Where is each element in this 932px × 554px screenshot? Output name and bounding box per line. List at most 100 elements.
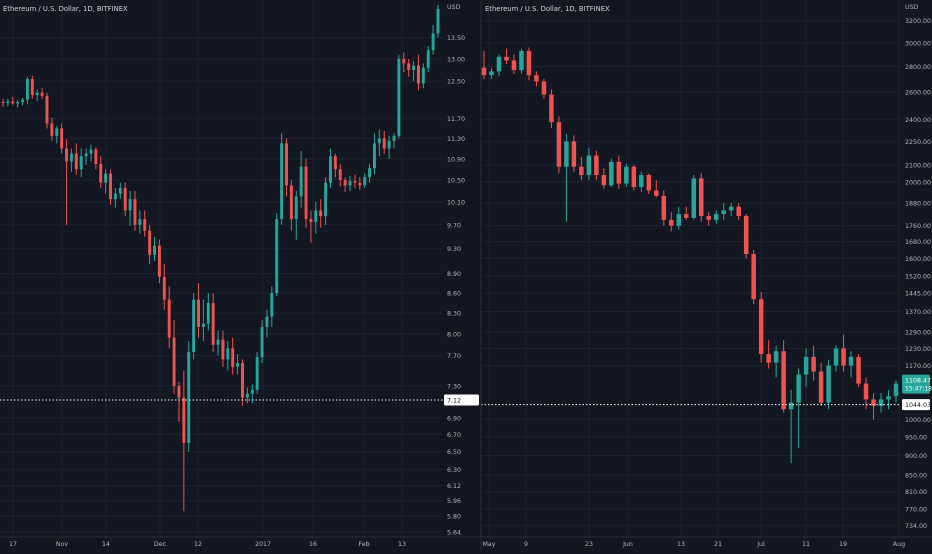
y-tick-label: 1170.00	[905, 363, 931, 370]
candle-body	[609, 161, 614, 186]
candle-body	[416, 65, 420, 84]
candle-body	[123, 188, 127, 211]
chart-title: Ethereum / U.S. Dollar, 1D, BITFINEX	[3, 5, 128, 13]
y-tick-label: 12.50	[447, 79, 465, 86]
candle-body	[571, 141, 577, 167]
candle-body	[436, 8, 440, 34]
candle-body	[343, 179, 347, 186]
candle-body	[353, 181, 357, 183]
candle-body	[294, 196, 298, 220]
y-tick-label: 10.50	[447, 177, 465, 184]
candle-body	[363, 177, 367, 186]
y-tick-label: 6.12	[447, 483, 461, 490]
y-tick-label: 3200.00	[905, 18, 931, 25]
countdown-label: 15:47:18	[905, 386, 932, 393]
y-tick-label: 2100.00	[905, 163, 931, 170]
y-tick-label: 2400.00	[905, 117, 931, 124]
candle-body	[676, 214, 682, 226]
y-tick-label: 2600.00	[905, 89, 931, 96]
candle-body	[841, 348, 846, 366]
candle-body	[549, 94, 554, 123]
candle-body	[781, 351, 786, 410]
y-tick-label: 11.30	[447, 136, 465, 143]
candle-body	[324, 182, 328, 217]
x-tick-label: 23	[585, 541, 593, 548]
y-tick-label: 810.00	[905, 489, 927, 496]
candle-body	[187, 351, 191, 443]
y-tick-label: 1520.00	[905, 273, 931, 280]
y-tick-label: 950.00	[905, 434, 927, 441]
candle-body	[128, 199, 132, 211]
candle-body	[397, 58, 401, 136]
candle-body	[684, 214, 689, 218]
candle-body	[304, 166, 308, 220]
candle-body	[201, 323, 205, 327]
candle-body	[646, 175, 652, 191]
x-tick-label: 12	[194, 541, 202, 548]
price-line-tag	[444, 394, 479, 406]
y-tick-label: 770.00	[905, 506, 927, 513]
y-tick-label: 11.70	[447, 116, 465, 123]
candle-body	[275, 219, 279, 294]
price-line-label: 1044.03	[905, 402, 931, 409]
candle-body	[818, 371, 824, 403]
candle-body	[639, 175, 644, 187]
currency-label: USD	[905, 4, 919, 11]
last-price-tag	[902, 374, 930, 394]
candle-body	[35, 92, 39, 95]
candle-body	[893, 383, 899, 397]
candle-body	[833, 348, 839, 366]
candle-body	[79, 156, 83, 170]
x-tick-label: 2017	[255, 541, 271, 548]
price-line-label: 7.12	[447, 398, 461, 405]
candle-body	[871, 399, 876, 406]
candle-body	[221, 339, 225, 360]
candle-body	[245, 393, 249, 398]
candle-body	[586, 155, 592, 176]
candle-body	[285, 143, 288, 186]
x-tick-label: 16	[309, 541, 317, 548]
y-tick-label: 1760.00	[905, 223, 931, 230]
candle-body	[616, 161, 622, 184]
candle-body	[654, 190, 659, 196]
candle-body	[133, 199, 137, 225]
candle-body	[177, 385, 181, 398]
candle-body	[382, 138, 386, 149]
candle-body	[564, 141, 569, 167]
x-tick-label: Aug	[893, 541, 905, 548]
candle-body	[319, 210, 323, 217]
candle-body	[368, 168, 372, 178]
candle-body	[594, 155, 599, 176]
candle-body	[314, 210, 318, 222]
candle-body	[236, 363, 240, 367]
candle-body	[40, 92, 44, 96]
candle-body	[407, 63, 411, 70]
candle-body	[167, 299, 171, 338]
candle-body	[534, 75, 539, 82]
price-axis-1	[901, 0, 932, 550]
candle-body	[182, 397, 186, 443]
candle-body	[788, 402, 794, 410]
candle-body	[743, 216, 749, 255]
candle-body	[624, 166, 629, 184]
y-tick-label: 10.10	[447, 199, 465, 206]
candle-body	[113, 193, 117, 200]
candle-body	[333, 156, 337, 170]
candle-body	[556, 122, 562, 167]
y-tick-label: 6.50	[447, 449, 461, 456]
candle-body	[728, 206, 734, 211]
candle-body	[329, 156, 332, 183]
candle-body	[713, 214, 719, 220]
candle-body	[289, 185, 293, 220]
candle-body	[45, 95, 49, 124]
y-tick-label: 9.30	[447, 246, 461, 253]
candle-body	[74, 153, 78, 170]
candle-body	[226, 348, 230, 360]
y-tick-label: 1880.00	[905, 201, 931, 208]
candle-body	[192, 299, 196, 352]
candle-body	[751, 254, 756, 300]
y-tick-label: 6.30	[447, 467, 461, 474]
candle-body	[421, 67, 425, 84]
candle-body	[143, 219, 147, 231]
candle-body	[21, 99, 25, 102]
